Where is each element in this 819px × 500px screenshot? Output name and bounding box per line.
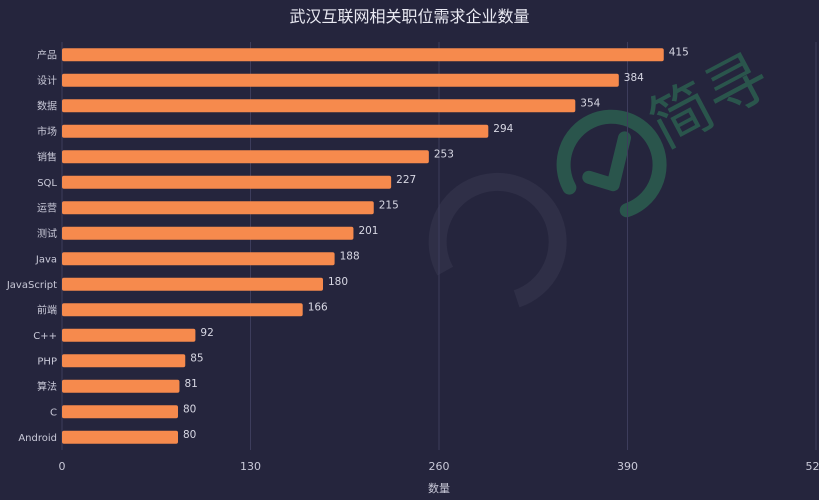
data-label: 166 (308, 301, 328, 313)
x-tick-label: 520 (806, 460, 819, 473)
bars (62, 48, 664, 444)
logo-check-shape (582, 131, 631, 192)
y-tick-label: 市场 (37, 125, 57, 138)
y-tick-label: C (50, 407, 57, 418)
x-tick-label: 390 (617, 460, 638, 473)
bar-1 (62, 73, 619, 87)
bar-2 (62, 99, 576, 113)
data-label: 92 (200, 327, 213, 339)
y-tick-label: 前端 (37, 303, 57, 316)
chart-title: 武汉互联网相关职位需求企业数量 (289, 7, 529, 26)
data-label: 253 (434, 148, 454, 160)
y-tick-label: C++ (33, 331, 57, 342)
y-tick-label: 设计 (37, 74, 57, 87)
y-tick-label: SQL (37, 178, 57, 189)
data-label: 415 (669, 46, 689, 58)
bar-4 (62, 150, 429, 164)
data-label: 85 (190, 352, 203, 364)
bar-9 (62, 277, 323, 291)
y-tick-label: 测试 (37, 227, 57, 240)
y-tick-label: 产品 (37, 48, 57, 61)
data-label: 384 (624, 72, 644, 84)
data-label: 354 (580, 97, 600, 109)
data-label: 227 (396, 174, 416, 186)
y-tick-label: 算法 (37, 380, 57, 393)
x-tick-label: 130 (240, 460, 261, 473)
y-tick-label: Java (35, 254, 57, 265)
x-axis-label: 数量 (428, 482, 450, 495)
bar-8 (62, 252, 335, 266)
data-label: 80 (183, 429, 196, 441)
y-tick-label: PHP (37, 356, 57, 367)
y-tick-label: Android (18, 433, 57, 444)
jianxun-logo-icon: 简寻 (556, 39, 781, 218)
bar-12 (62, 354, 186, 368)
bar-11 (62, 328, 196, 342)
logo-ring-shape (556, 109, 667, 218)
y-tick-label: JavaScript (6, 280, 57, 291)
y-tick-label: 销售 (37, 150, 57, 163)
bar-0 (62, 48, 664, 62)
labels: 0 130 260 390 520 产品 415 设计 384 数据 354 市场 294 销售 253 SQ… (6, 46, 819, 473)
watermark-ghost (428, 172, 567, 308)
bar-10 (62, 303, 303, 317)
bar-13 (62, 379, 180, 393)
data-label: 215 (379, 199, 399, 211)
ghost-ring-shape (428, 172, 567, 308)
data-label: 180 (328, 276, 348, 288)
data-label: 80 (183, 403, 196, 415)
bar-3 (62, 124, 489, 138)
y-tick-label: 运营 (37, 201, 57, 214)
bar-5 (62, 175, 392, 189)
bar-14 (62, 405, 178, 419)
bar-6 (62, 201, 374, 215)
y-tick-label: 数据 (37, 99, 57, 112)
bar-15 (62, 430, 178, 444)
data-label: 81 (184, 378, 197, 390)
data-label: 201 (358, 225, 378, 237)
x-tick-label: 260 (429, 460, 450, 473)
data-label: 188 (340, 250, 360, 262)
bar-7 (62, 226, 354, 240)
data-label: 294 (493, 123, 513, 135)
x-tick-label: 0 (59, 460, 66, 473)
